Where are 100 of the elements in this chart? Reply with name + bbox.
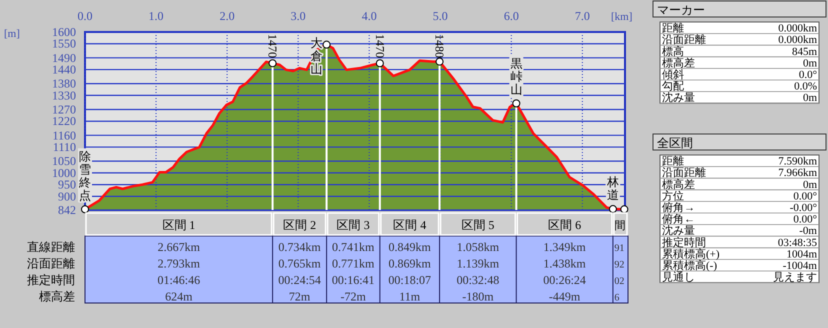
x-tick-label: 6.0 <box>504 9 519 23</box>
y-tick-label: 900 <box>58 189 76 204</box>
text: 92 <box>614 260 624 270</box>
text: 0m <box>802 178 817 191</box>
text: 0.869km <box>388 256 431 270</box>
x-tick-label: 5.0 <box>432 9 448 23</box>
category-label: 距離 <box>662 156 684 168</box>
y-tick-label: 1270 <box>52 102 76 116</box>
category-label: 沿面距離 <box>27 256 75 270</box>
category-label: 標高差 <box>39 290 75 304</box>
text: 0m <box>802 57 817 70</box>
category-label: 方位 <box>662 190 684 202</box>
category-label: 標高 <box>662 46 684 58</box>
y-tick-label: 1000 <box>52 166 76 180</box>
text: マーカー <box>657 3 705 17</box>
text: 見えます <box>773 272 817 284</box>
category-label: 区間 1 <box>162 218 196 232</box>
text: 02 <box>614 276 624 287</box>
text: 1.058km <box>456 240 500 254</box>
text: -0m <box>799 225 817 238</box>
text: 0.000km <box>778 34 817 46</box>
text: 11m <box>399 290 420 304</box>
text: 0.849km <box>388 240 431 254</box>
category-label: 俯角← <box>662 214 695 226</box>
annotation: 1470 <box>372 34 387 58</box>
text: -0.00° <box>790 202 817 214</box>
y-tick-label: 1330 <box>52 88 76 102</box>
y-tick-label: 1160 <box>52 128 76 142</box>
text: 03:48:35 <box>778 236 817 249</box>
category-label: 区間 6 <box>548 218 582 232</box>
category-label: 沈み量 <box>662 92 695 104</box>
text: 0.000km <box>778 22 817 35</box>
text: 0.771km <box>332 256 374 270</box>
x-axis-title: [km] <box>611 11 632 23</box>
text: 00:18:07 <box>388 273 432 287</box>
category-label: 沈み量 <box>662 225 695 238</box>
text: 0.00° <box>793 190 817 202</box>
text: 2.667km <box>158 240 200 254</box>
category-label: 勾配 <box>662 80 684 93</box>
text: 全区間 <box>657 136 693 150</box>
text: 00:16:41 <box>332 273 375 287</box>
annotation: 黒峠山 <box>510 56 522 96</box>
y-tick-label: 1050 <box>52 154 76 168</box>
x-tick-label: 2.0 <box>220 9 235 23</box>
text: 7.966km <box>778 167 817 180</box>
text: 6 <box>614 292 620 304</box>
text: -72m <box>340 290 366 304</box>
category-label: 区間 5 <box>461 218 494 232</box>
x-tick-label: 1.0 <box>148 9 164 23</box>
category-label: 直線距離 <box>27 240 75 254</box>
text: 72m <box>288 290 310 304</box>
category-label: 区間 2 <box>283 218 316 232</box>
y-tick-label: 1550 <box>52 36 76 51</box>
category-label: 推定時間 <box>662 236 706 249</box>
text: -449m <box>548 290 580 304</box>
text: 0.00° <box>793 214 817 226</box>
y-axis-title: [m] <box>4 28 20 40</box>
y-tick-label: 1600 <box>52 25 76 39</box>
text: 0.765km <box>278 256 321 270</box>
text: 00:24:54 <box>278 273 321 287</box>
y-tick-label: 1440 <box>52 62 76 77</box>
y-tick-label: 1220 <box>52 114 76 128</box>
annotation: 除雪終点 <box>78 149 91 202</box>
y-tick-label: 1490 <box>52 50 76 65</box>
category-label: 距離 <box>662 22 684 35</box>
annotation: 1480 <box>432 34 447 58</box>
category-label: 標高差 <box>662 57 695 70</box>
text: -180m <box>462 290 494 304</box>
category-label: 推定時間 <box>27 273 75 287</box>
text: 7.590km <box>778 156 817 168</box>
category-label: 間 <box>614 220 626 232</box>
category-label: 傾斜 <box>662 69 684 81</box>
text: 1004m <box>786 248 817 260</box>
category-label: 沿面距離 <box>662 167 706 180</box>
text: 01:46:46 <box>157 273 200 287</box>
text: 0.741km <box>332 240 374 254</box>
x-tick-label: 7.0 <box>574 9 590 23</box>
category-label: 累積標高(+) <box>662 248 720 260</box>
annotation: 1470 <box>266 34 280 58</box>
text: 1.438km <box>543 256 586 270</box>
x-tick-label: 4.0 <box>362 9 377 23</box>
text: 624m <box>165 290 192 304</box>
x-tick-label: 3.0 <box>290 9 306 23</box>
y-tick-label: 1110 <box>52 140 76 154</box>
annotation: 林道 <box>606 175 619 202</box>
text: 2.793km <box>158 256 200 270</box>
y-tick-label: 1380 <box>52 76 76 91</box>
category-label: 標高差 <box>662 178 695 191</box>
x-tick-label: 0.0 <box>78 9 92 23</box>
text: -1004m <box>782 260 817 272</box>
category-label: 区間 3 <box>336 218 370 232</box>
text: 0.0% <box>794 80 817 93</box>
category-label: 累積標高(-) <box>662 260 717 272</box>
text: 00:32:48 <box>456 273 500 287</box>
category-label: 俯角→ <box>662 202 695 214</box>
text: 0.0° <box>798 69 817 81</box>
category-label: 見通し <box>662 272 695 284</box>
category-label: 沿面距離 <box>662 34 706 46</box>
category-label: 区間 4 <box>393 218 426 232</box>
y-tick-label: 950 <box>58 178 76 192</box>
